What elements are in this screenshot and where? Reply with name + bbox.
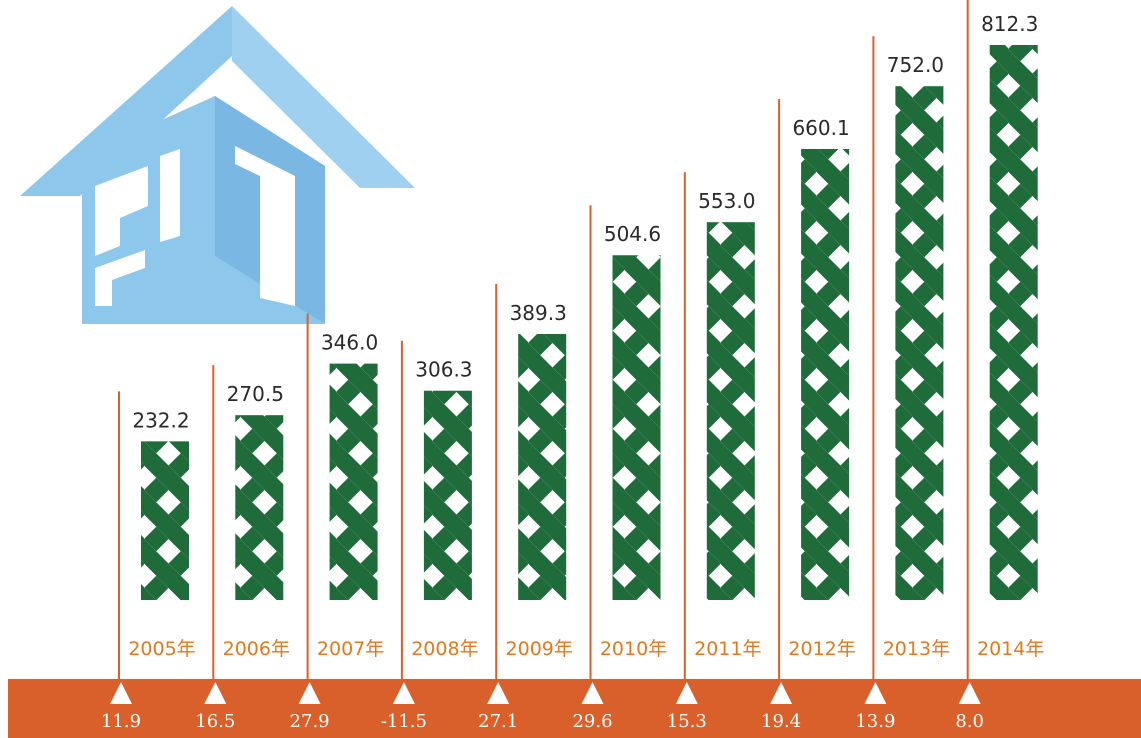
bar	[989, 45, 1038, 600]
triangle-up-icon	[392, 682, 415, 704]
bar	[141, 441, 189, 600]
bar	[235, 415, 284, 600]
year-label: 2008年	[411, 638, 478, 660]
bar	[423, 390, 472, 600]
value-label: 553.0	[698, 189, 755, 213]
triangle-up-icon	[770, 682, 793, 704]
growth-label: 27.1	[478, 711, 518, 732]
year-label: 2005年	[128, 638, 195, 660]
bar	[895, 86, 944, 600]
bottom-band	[8, 679, 1141, 738]
bar	[612, 255, 661, 601]
year-label: 2012年	[788, 638, 855, 660]
triangle-up-icon	[298, 682, 321, 704]
triangle-up-icon	[110, 682, 132, 704]
growth-label: 8.0	[955, 711, 984, 732]
bar	[706, 222, 755, 600]
year-label: 2011年	[694, 638, 761, 660]
year-label: 2013年	[883, 638, 950, 660]
value-label: 270.5	[227, 382, 284, 406]
growth-label: -11.5	[381, 711, 427, 732]
growth-label: 19.4	[761, 711, 801, 732]
value-label: 660.1	[792, 116, 849, 140]
value-label: 232.2	[132, 408, 189, 432]
triangle-up-icon	[204, 682, 227, 704]
triangle-up-icon	[864, 682, 887, 704]
growth-label: 16.5	[195, 711, 235, 732]
value-label: 346.0	[321, 331, 378, 355]
triangle-up-icon	[675, 682, 698, 704]
growth-label: 27.9	[290, 711, 330, 732]
value-label: 504.6	[604, 222, 661, 246]
house-icon	[20, 6, 415, 324]
triangle-up-icon	[487, 682, 510, 704]
triangle-up-icon	[581, 682, 604, 704]
year-label: 2010年	[600, 638, 667, 660]
year-label: 2009年	[506, 638, 573, 660]
year-label: 2006年	[223, 638, 290, 660]
year-label: 2007年	[317, 638, 384, 660]
growth-label: 15.3	[667, 711, 707, 732]
triangle-up-icon	[958, 682, 981, 704]
bar	[518, 334, 567, 600]
growth-label: 13.9	[855, 711, 895, 732]
growth-label: 29.6	[572, 711, 612, 732]
bar	[801, 148, 850, 600]
value-label: 389.3	[510, 301, 567, 325]
bar	[329, 363, 378, 600]
value-label: 306.3	[415, 358, 472, 382]
value-label: 812.3	[981, 12, 1038, 36]
growth-label: 11.9	[101, 711, 141, 732]
value-label: 752.0	[887, 53, 944, 77]
year-label: 2014年	[977, 638, 1044, 660]
